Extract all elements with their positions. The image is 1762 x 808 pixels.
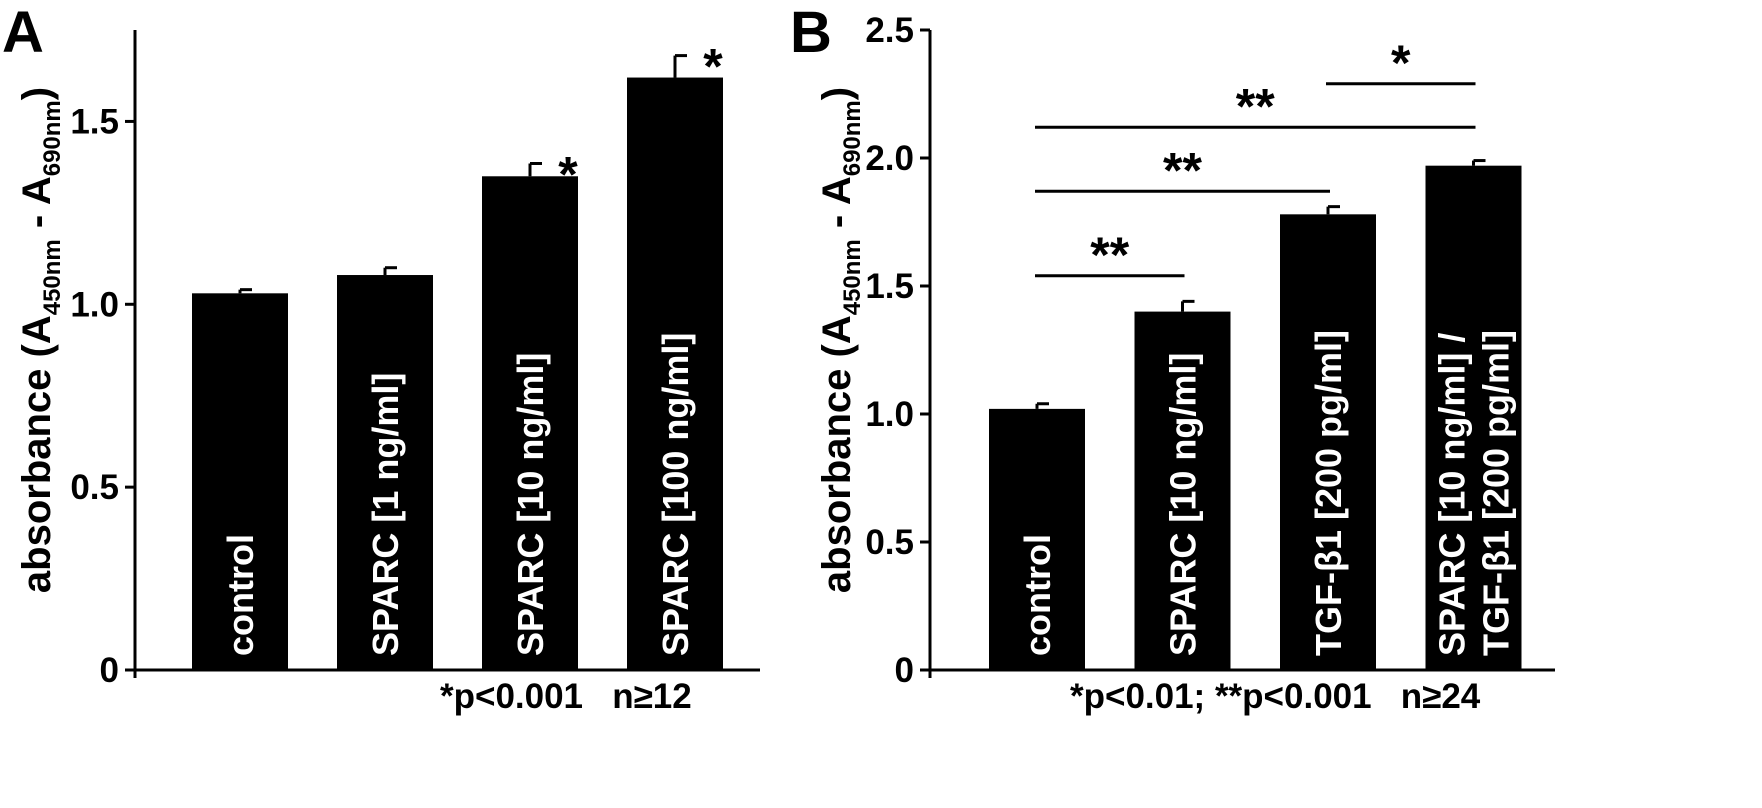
footnote: *p<0.01; **p<0.001 n≥24 bbox=[1070, 677, 1481, 716]
category-label: control bbox=[220, 534, 261, 656]
y-axis-label-subscript: 450nm bbox=[839, 239, 866, 315]
significance-marker: * bbox=[558, 146, 578, 202]
y-axis-label-text: absorbance (A bbox=[815, 315, 859, 593]
category-label: TGF-β1 [200 pg/ml] bbox=[1476, 330, 1517, 656]
bar bbox=[192, 293, 288, 670]
significance-marker: * bbox=[703, 39, 723, 95]
bar bbox=[1425, 165, 1522, 670]
significance-label: ** bbox=[1090, 227, 1129, 283]
bar bbox=[1280, 214, 1376, 670]
y-axis-label-text: absorbance (A bbox=[15, 315, 59, 593]
category-label: control bbox=[1017, 534, 1058, 656]
panel-label: B bbox=[790, 0, 832, 65]
y-tick-label: 2.0 bbox=[865, 139, 914, 178]
y-axis-label-text: ) bbox=[15, 87, 59, 100]
bar bbox=[1134, 311, 1231, 670]
bar bbox=[337, 275, 433, 670]
y-axis-label: absorbance (A450nm - A690nm) bbox=[15, 87, 66, 593]
category-label: TGF-β1 [200 pg/ml] bbox=[1308, 330, 1349, 656]
category-label: SPARC [100 ng/ml] bbox=[655, 333, 696, 656]
y-tick-label: 2.5 bbox=[865, 11, 914, 50]
y-tick-label: 0.5 bbox=[865, 523, 914, 562]
y-axis-label-subscript: 450nm bbox=[39, 239, 66, 315]
y-tick-label: 1.0 bbox=[865, 395, 914, 434]
footnote: *p<0.001 n≥12 bbox=[440, 677, 692, 716]
y-tick-label: 1.5 bbox=[70, 102, 119, 141]
y-tick-label: 1.5 bbox=[865, 267, 914, 306]
significance-label: ** bbox=[1236, 78, 1275, 134]
y-tick-label: 0.5 bbox=[70, 468, 119, 507]
category-label: SPARC [10 ng/ml] / bbox=[1432, 333, 1473, 656]
category-label: SPARC [10 ng/ml] bbox=[1163, 353, 1204, 656]
panel-label: A bbox=[2, 0, 44, 65]
bar bbox=[989, 408, 1085, 670]
panel-b: B 0 0.5 1.0 1.5 2.0 2.5 absorbance (A450nm - A6… bbox=[790, 0, 1555, 716]
y-axis-label-text: - A bbox=[815, 176, 859, 239]
y-axis-label-subscript: 690nm bbox=[39, 100, 66, 176]
y-tick-label: 1.0 bbox=[70, 285, 119, 324]
y-axis-label: absorbance (A450nm - A690nm) bbox=[815, 87, 866, 593]
significance-label: ** bbox=[1163, 142, 1202, 198]
significance-label: * bbox=[1391, 35, 1411, 91]
y-axis-label-text: - A bbox=[15, 176, 59, 239]
bar bbox=[482, 176, 578, 671]
y-tick-label: 0 bbox=[100, 651, 119, 690]
y-axis-label-text: ) bbox=[815, 87, 859, 100]
y-tick-label: 0 bbox=[895, 651, 914, 690]
category-label: SPARC [1 ng/ml] bbox=[365, 373, 406, 656]
y-axis-label-subscript: 690nm bbox=[839, 100, 866, 176]
bar bbox=[627, 77, 723, 671]
category-label: SPARC [10 ng/ml] bbox=[510, 353, 551, 656]
